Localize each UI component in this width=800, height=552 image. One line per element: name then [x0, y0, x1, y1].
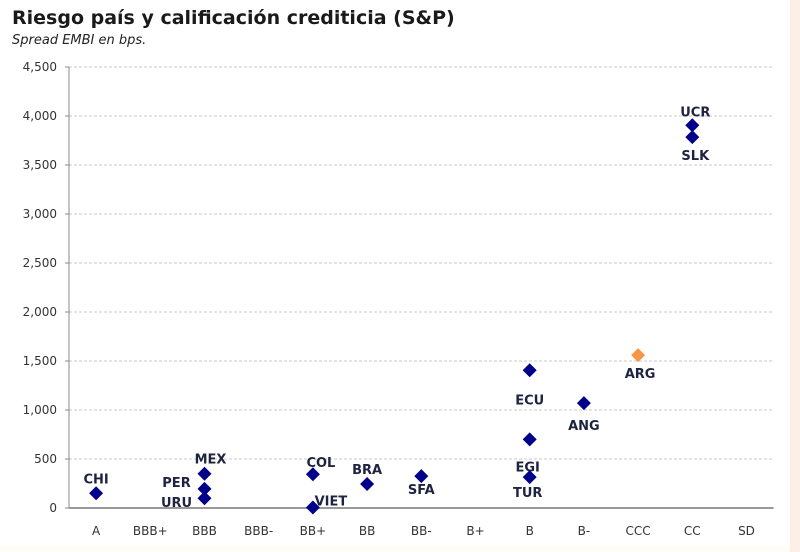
data-label-mex: MEX [195, 453, 227, 468]
x-tick-label: BBB- [244, 524, 273, 538]
x-tick-label: BB+ [300, 524, 327, 538]
chart-container: Riesgo país y calificación crediticia (S… [12, 7, 774, 538]
y-tick-label: 3,000 [23, 207, 57, 221]
x-tick-label: B- [578, 524, 591, 538]
data-point-bra [360, 476, 375, 491]
x-tick-label: BBB [192, 524, 217, 538]
y-tick-label: 4,500 [23, 60, 57, 74]
data-point-chi [89, 486, 104, 501]
data-label-ucr: UCR [680, 105, 710, 120]
x-tick-label: SD [738, 524, 755, 538]
y-tick-label: 1,000 [23, 403, 57, 417]
data-label-ecu: ECU [515, 393, 544, 408]
data-point-col [305, 467, 320, 482]
data-point-slk [685, 130, 700, 145]
data-point-ucr [685, 118, 700, 133]
chart-title: Riesgo país y calificación crediticia (S… [12, 7, 455, 29]
data-point-sfa [414, 469, 429, 484]
y-tick-label: 2,500 [23, 256, 57, 270]
data-point-uru [197, 491, 212, 506]
data-label-chi: CHI [83, 472, 108, 487]
x-tick-label: B [526, 524, 534, 538]
x-tick-label: BB [359, 524, 375, 538]
y-tick-label: 3,500 [23, 158, 57, 172]
data-point-ecu [522, 363, 537, 378]
data-label-uru: URU [161, 496, 192, 511]
data-label-ang: ANG [568, 419, 600, 434]
data-point-egi [522, 432, 537, 447]
data-point-viet [305, 500, 320, 515]
data-label-egi: EGI [516, 460, 540, 475]
y-tick-label: 1,500 [23, 354, 57, 368]
y-tick-label: 2,000 [23, 305, 57, 319]
data-point-tur [522, 470, 537, 485]
y-tick-label: 4,000 [23, 109, 57, 123]
data-label-col: COL [306, 456, 335, 471]
data-label-tur: TUR [513, 486, 542, 501]
x-tick-label: BBB+ [133, 524, 168, 538]
data-point-arg [631, 348, 646, 363]
x-tick-label: CC [684, 524, 701, 538]
x-tick-label: CCC [626, 524, 651, 538]
x-tick-label: B+ [466, 524, 484, 538]
data-label-arg: ARG [625, 367, 656, 382]
x-tick-label: A [92, 524, 101, 538]
data-label-sfa: SFA [408, 483, 435, 498]
data-point-ang [576, 396, 591, 411]
y-tick-label: 500 [34, 452, 57, 466]
y-tick-label: 0 [49, 501, 57, 515]
chart-subtitle: Spread EMBI en bps. [12, 33, 147, 48]
x-tick-label: BB- [411, 524, 432, 538]
data-label-viet: VIET [315, 495, 348, 510]
scatter-plot: 0 500 1,000 1,500 2,000 2,500 3,000 3,500 4,000 4… [23, 60, 774, 538]
data-label-per: PER [162, 476, 190, 491]
page-edge [790, 0, 800, 552]
data-label-bra: BRA [352, 463, 382, 478]
data-label-slk: SLK [681, 149, 710, 164]
data-point-per [197, 481, 212, 496]
data-point-mex [197, 466, 212, 481]
